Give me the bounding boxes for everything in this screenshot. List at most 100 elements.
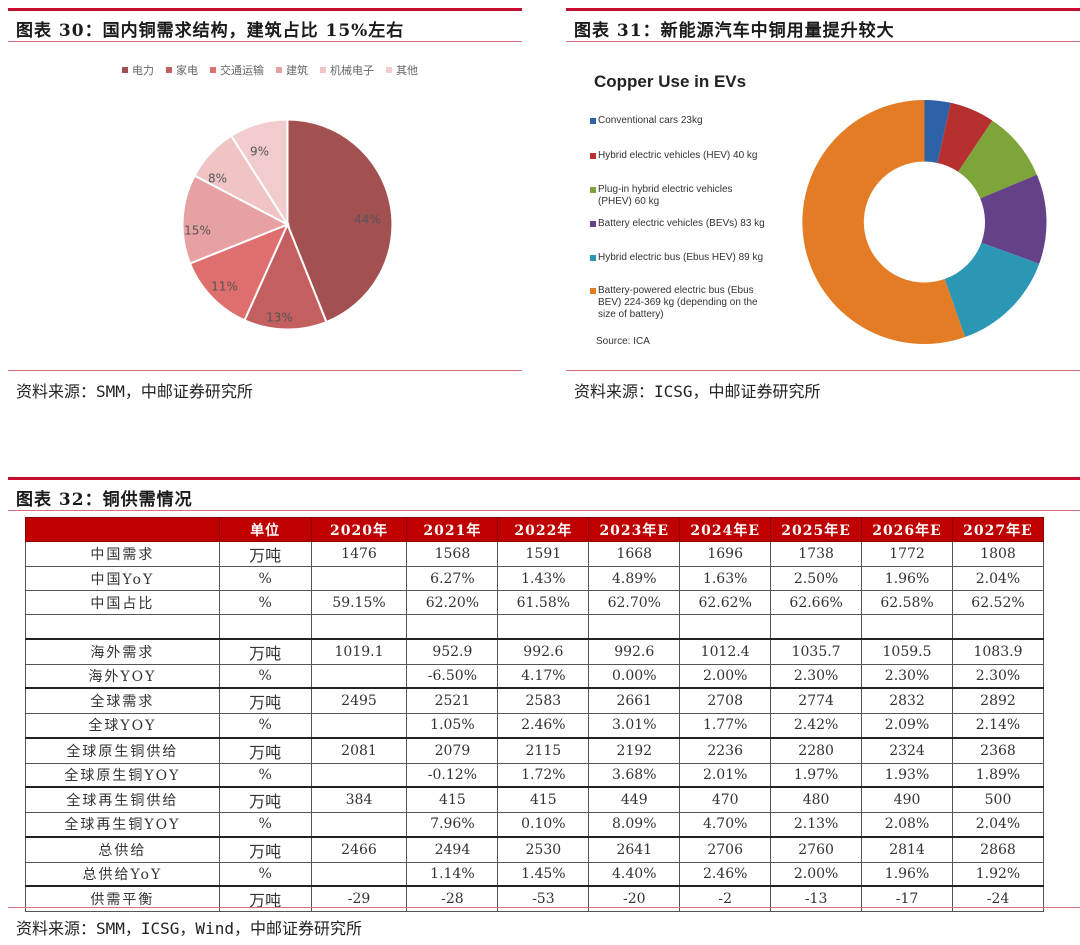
value-cell: 1738: [770, 541, 863, 567]
value-cell: [310, 566, 408, 591]
value-cell: 2.04%: [951, 566, 1045, 591]
value-cell: 61.58%: [497, 590, 590, 615]
table-row: 海外需求 万吨 1019.1 952.9 992.6 992.6 1012.4 1035.7 1…: [25, 637, 1045, 665]
legend-swatch: [590, 288, 596, 294]
row-label: 海外需求: [25, 637, 220, 665]
legend-label: Battery electric vehicles (BEVs) 83 kg: [598, 218, 765, 229]
row-label: 总供给: [25, 835, 220, 863]
fig32-source: 资料来源：SMM，ICSG，Wind，中邮证券研究所: [16, 919, 362, 938]
legend-item: Battery-powered electric bus (Ebus BEV) …: [590, 285, 772, 321]
donut-slice-hev: [937, 102, 993, 172]
value-cell: 2.08%: [861, 812, 953, 837]
value-cell: 2.46%: [679, 861, 772, 887]
value-cell: 2494: [406, 835, 499, 863]
value-cell: 1083.9: [951, 637, 1045, 665]
value-cell: [310, 861, 408, 887]
value-cell: 1.77%: [679, 713, 772, 738]
fig30-source: 资料来源：SMM，中邮证券研究所: [16, 382, 253, 401]
value-cell: 3.01%: [588, 713, 681, 738]
column-header: 2025年E: [770, 517, 863, 542]
legend-swatch: [590, 187, 596, 193]
legend-label: 其他: [396, 64, 418, 77]
legend-item: 电力: [122, 62, 154, 78]
value-cell: [679, 614, 772, 639]
legend-swatch: [166, 67, 172, 73]
unit-cell: 万吨: [218, 885, 312, 912]
fig31-source: 资料来源：ICSG，中邮证券研究所: [574, 382, 821, 401]
row-label: 中国YoY: [25, 566, 220, 591]
value-cell: [406, 614, 499, 639]
legend-swatch: [590, 255, 596, 261]
legend-item: 机械电子: [320, 62, 374, 78]
value-cell: [310, 812, 408, 837]
table-row: 全球再生铜YOY% 7.96% 0.10% 8.09% 4.70% 2.13% 2.08% 2…: [25, 812, 1045, 837]
unit-cell: 万吨: [218, 541, 312, 567]
value-cell: [770, 614, 863, 639]
value-cell: 2.01%: [679, 762, 772, 788]
value-cell: 0.10%: [497, 812, 590, 837]
column-header: 2022年: [497, 517, 590, 542]
value-cell: 1568: [406, 541, 499, 567]
value-cell: 1.14%: [406, 861, 499, 887]
pie-slice-power: [286, 118, 394, 324]
unit-cell: %: [218, 812, 312, 837]
row-label: 全球原生铜供给: [25, 736, 220, 764]
value-cell: 2466: [310, 835, 408, 863]
value-cell: 2521: [406, 687, 499, 714]
fig31-donut-chart: [802, 99, 1047, 344]
value-cell: 1.93%: [861, 762, 953, 788]
value-cell: 2.13%: [770, 812, 863, 837]
column-header: 2024年E: [679, 517, 772, 542]
column-header: 2021年: [406, 517, 499, 542]
value-cell: 2.00%: [679, 663, 772, 689]
value-cell: 2.04%: [951, 812, 1045, 837]
legend-label: 家电: [176, 64, 198, 77]
table-row: 全球再生铜供给 万吨 384 415 415 449 470 480 490 500: [25, 786, 1045, 813]
row-label: 全球YOY: [25, 713, 220, 738]
legend-item: 交通运输: [210, 62, 264, 78]
fig30-source-bar: 资料来源：SMM，中邮证券研究所: [8, 370, 522, 401]
value-cell: 2.00%: [770, 861, 863, 887]
legend-label: 建筑: [286, 64, 308, 77]
value-cell: 3.68%: [588, 762, 681, 788]
value-cell: 415: [406, 786, 499, 813]
pie-slice-appliance: [243, 221, 328, 331]
row-label: 海外YOY: [25, 663, 220, 689]
legend-label: Conventional cars 23kg: [598, 115, 703, 126]
value-cell: 2115: [497, 736, 590, 764]
row-label: 中国需求: [25, 541, 220, 567]
value-cell: 2.09%: [861, 713, 953, 738]
legend-label: 交通运输: [220, 64, 264, 77]
value-cell: 2368: [951, 736, 1045, 764]
value-cell: 2.50%: [770, 566, 863, 591]
legend-swatch: [276, 67, 282, 73]
fig30-title: 图表 30：国内铜需求结构，建筑占比 15%左右: [16, 21, 405, 41]
value-cell: 1.96%: [861, 566, 953, 591]
value-cell: 1591: [497, 541, 590, 567]
value-cell: [310, 713, 408, 738]
value-cell: 1.72%: [497, 762, 590, 788]
value-cell: 62.58%: [861, 590, 953, 615]
value-cell: 1035.7: [770, 637, 863, 665]
value-cell: [951, 614, 1045, 639]
table-row: 全球原生铜YOY% -0.12% 1.72% 3.68% 2.01% 1.97% 1.93%…: [25, 762, 1045, 788]
donut-slice-bev: [980, 174, 1047, 264]
value-cell: 1.43%: [497, 566, 590, 591]
value-cell: 7.96%: [406, 812, 499, 837]
column-header: 2023年E: [588, 517, 681, 542]
donut-slice-phev: [958, 120, 1037, 199]
table-row: 总供给 万吨 2466 2494 2530 2641 2706 2760 2814 2868: [25, 835, 1045, 863]
table-row: 中国YoY% 6.27% 1.43% 4.89% 1.63% 2.50% 1.96% 2.04…: [25, 566, 1045, 591]
value-cell: 1059.5: [861, 637, 953, 665]
value-cell: 59.15%: [310, 590, 408, 615]
value-cell: 1.45%: [497, 861, 590, 887]
value-cell: 8.09%: [588, 812, 681, 837]
unit-cell: %: [218, 663, 312, 689]
pie-slice-transport: [188, 222, 290, 322]
legend-item: 家电: [166, 62, 198, 78]
value-cell: 62.52%: [951, 590, 1045, 615]
value-cell: 1808: [951, 541, 1045, 567]
table-row: 海外YOY% -6.50% 4.17% 0.00% 2.00% 2.30% 2.30% 2.3…: [25, 663, 1045, 689]
value-cell: 2583: [497, 687, 590, 714]
pie-label: 44%: [354, 213, 381, 227]
